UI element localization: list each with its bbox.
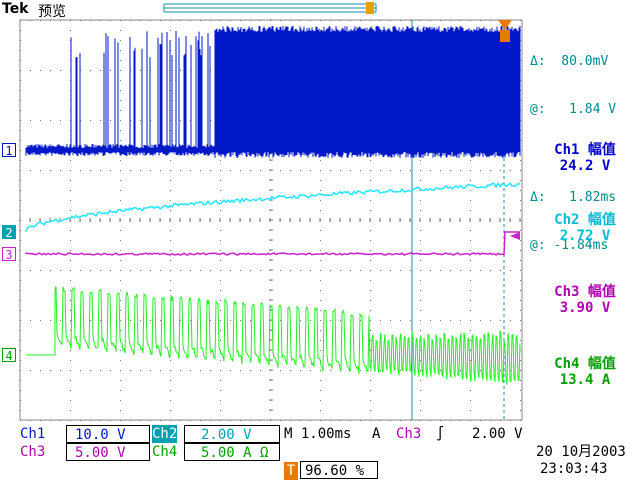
trigger-source[interactable]: Ch3 [396, 426, 422, 442]
measurement-ch2-title: Ch2 幅值 [554, 212, 616, 228]
ch3-label[interactable]: Ch3 [20, 444, 46, 460]
ch2-trace [25, 181, 521, 232]
ch4-trace [26, 286, 521, 385]
measurement-ch1-value: 24.2 V [559, 158, 611, 174]
measurement-ch4-value: 13.4 A [559, 372, 611, 388]
measurement-ch3-value: 3.90 V [559, 300, 611, 316]
cursor-delta-time: Δ: 1.82ms [530, 190, 617, 205]
time: 23:03:43 [540, 461, 608, 477]
cursor-readout: Δ: 80.0mV @: 1.84 V Δ: 1.82ms @: -1.84ms [530, 22, 616, 270]
ch4-marker[interactable]: 4 [2, 348, 16, 363]
waveform-display[interactable] [0, 0, 640, 424]
ch3-trace [25, 231, 520, 256]
acquisition-mode: 预览 [38, 4, 66, 20]
ch3-scale[interactable]: 5.00 V [66, 443, 150, 461]
title-bar: Tek 预览 [0, 0, 640, 20]
ch1-trace [25, 26, 521, 158]
settings-bar: Ch1 10.0 V Ch2 2.00 V M 1.00ms A Ch3 ∫ 2… [0, 424, 640, 480]
trigger-mode[interactable]: A [372, 426, 381, 442]
measurement-ch2: Ch2 幅值 2.72 V [530, 212, 640, 244]
trigger-position-icon [498, 20, 512, 42]
measurement-ch1-title: Ch1 幅值 [554, 142, 616, 158]
measurement-ch3-title: Ch3 幅值 [554, 284, 616, 300]
ch4-scale[interactable]: 5.00 A Ω [184, 443, 280, 461]
ch1-label[interactable]: Ch1 [20, 426, 46, 442]
measurement-ch1: Ch1 幅值 24.2 V [530, 142, 640, 174]
brand-logo: Tek [2, 1, 29, 17]
ch1-scale[interactable]: 10.0 V [66, 425, 150, 443]
date: 20 10月2003 [536, 444, 626, 460]
trigger-level[interactable]: 2.00 V [472, 426, 523, 442]
measurement-ch3: Ch3 幅值 3.90 V [530, 284, 640, 316]
ch1-marker[interactable]: 1 [2, 143, 16, 158]
cursor-at-voltage: @: 1.84 V [530, 102, 617, 117]
record-length-bar [163, 2, 377, 14]
ch2-label[interactable]: Ch2 [152, 425, 178, 443]
cursor-at-time: @: -1.84ms [530, 238, 609, 253]
trigger-position-marker: T [284, 462, 298, 480]
trigger-position[interactable]: 96.60 % [300, 461, 378, 479]
ch3-marker[interactable]: 3 [2, 247, 16, 262]
cursor-delta-voltage: Δ: 80.0mV [530, 54, 609, 69]
measurement-ch4-title: Ch4 幅值 [554, 356, 616, 372]
ch4-label[interactable]: Ch4 [152, 444, 178, 460]
trigger-slope-icon[interactable]: ∫ [436, 426, 445, 442]
ch2-marker[interactable]: 2 [2, 225, 16, 240]
measurement-ch4: Ch4 幅值 13.4 A [530, 356, 640, 388]
trigger-level-icon [510, 232, 520, 240]
timebase[interactable]: M 1.00ms [284, 426, 352, 442]
ch2-scale[interactable]: 2.00 V [184, 425, 280, 443]
measurement-ch2-value: 2.72 V [559, 228, 611, 244]
